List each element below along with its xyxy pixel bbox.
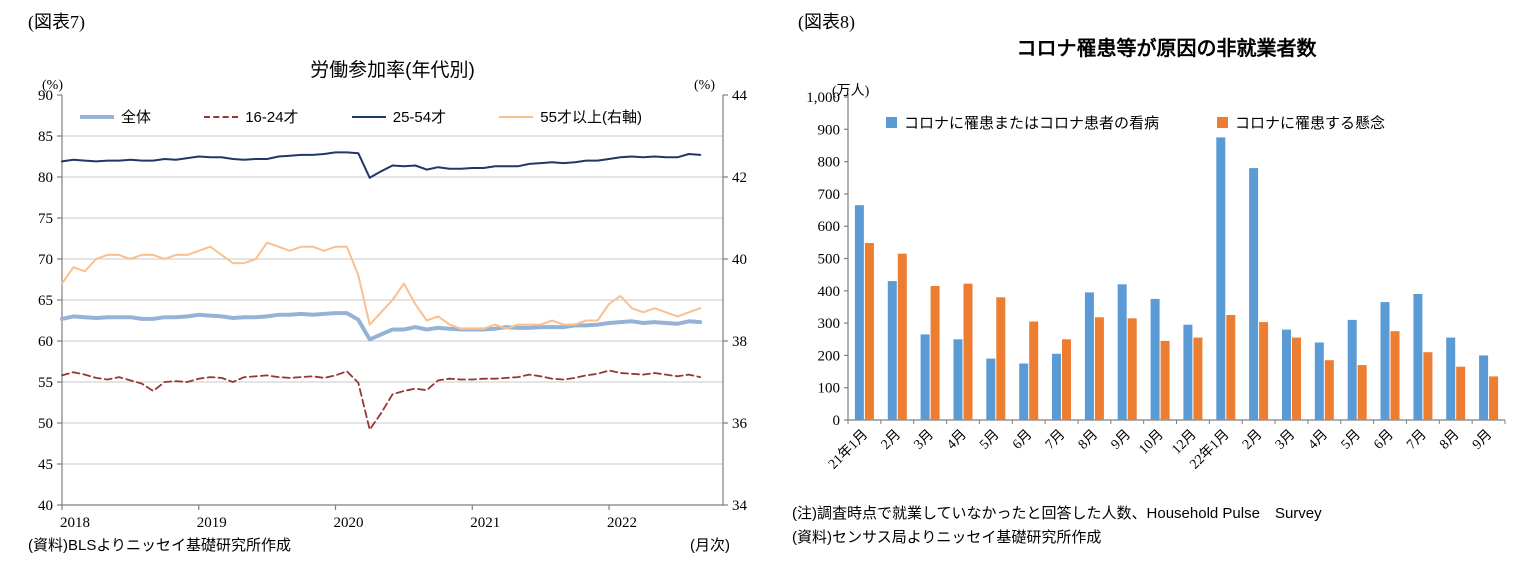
svg-text:9月: 9月 — [1469, 427, 1495, 453]
svg-text:2月: 2月 — [1239, 427, 1265, 453]
figure-7-right-axis-unit: (%) — [694, 78, 715, 93]
svg-text:4月: 4月 — [944, 427, 970, 453]
svg-text:42: 42 — [732, 170, 747, 186]
svg-text:70: 70 — [38, 252, 53, 268]
figure-7-legend: 全体 16-24才 25-54才 55才以上(右軸) — [80, 106, 642, 127]
svg-text:40: 40 — [732, 252, 747, 268]
svg-text:44: 44 — [732, 88, 748, 104]
svg-text:2021: 2021 — [470, 515, 500, 531]
svg-text:80: 80 — [38, 170, 53, 186]
svg-text:2019: 2019 — [197, 515, 227, 531]
svg-text:1,000: 1,000 — [806, 90, 840, 106]
svg-text:50: 50 — [38, 416, 53, 432]
svg-text:3月: 3月 — [911, 427, 937, 453]
svg-text:8月: 8月 — [1075, 427, 1101, 453]
svg-text:8月: 8月 — [1436, 427, 1462, 453]
svg-text:90: 90 — [38, 88, 53, 104]
legend-item: 55才以上(右軸) — [499, 106, 642, 127]
legend-item: 全体 — [80, 106, 151, 127]
legend-line-sample-icon — [204, 115, 239, 118]
svg-text:75: 75 — [38, 211, 53, 227]
svg-text:300: 300 — [818, 316, 841, 332]
legend-item: 16-24才 — [204, 106, 299, 127]
covid-nonemployment-bar-chart: 0 100 200 300 400 500 600 700 800 900 1,000 21年1月 2月… — [806, 90, 1506, 473]
svg-text:5月: 5月 — [976, 427, 1002, 453]
legend-label: コロナに罹患またはコロナ患者の看病 — [904, 115, 1160, 132]
legend-line-sample-icon — [351, 115, 386, 118]
figure-8-axis-unit: (万人) — [832, 84, 870, 99]
figure-7-labor-participation: 40 45 50 55 60 65 70 75 80 85 90 34 36 38 40 42 44 2018 20… — [28, 12, 748, 554]
svg-text:45: 45 — [38, 457, 53, 473]
svg-text:500: 500 — [818, 252, 841, 268]
svg-text:5月: 5月 — [1338, 427, 1364, 453]
svg-text:200: 200 — [818, 348, 841, 364]
figure-8-chart-title: コロナ罹患等が原因の非就業者数 — [1016, 38, 1317, 60]
svg-text:38: 38 — [732, 334, 747, 350]
svg-text:21年1月: 21年1月 — [825, 427, 871, 473]
legend-label: 55才以上(右軸) — [540, 109, 642, 126]
figure-8-legend: コロナに罹患またはコロナ患者の看病 コロナに罹患する懸念 — [886, 112, 1385, 133]
svg-text:400: 400 — [818, 284, 841, 300]
svg-text:3月: 3月 — [1272, 427, 1298, 453]
figure-7-label: (図表7) — [28, 12, 85, 32]
figure-7-x-axis-note: (月次) — [690, 537, 730, 554]
svg-text:36: 36 — [732, 416, 748, 432]
svg-text:34: 34 — [732, 498, 748, 514]
legend-label: 全体 — [121, 109, 152, 126]
legend-label: 25-54才 — [392, 109, 447, 126]
legend-square-sample-icon — [886, 117, 897, 128]
svg-text:2020: 2020 — [334, 515, 364, 531]
svg-text:40: 40 — [38, 498, 53, 514]
figure-8-note: (注)調査時点で就業していなかったと回答した人数、Household Pulse… — [792, 505, 1322, 522]
figure-8-label: (図表8) — [798, 12, 855, 32]
svg-text:65: 65 — [38, 293, 53, 309]
svg-text:6月: 6月 — [1009, 427, 1035, 453]
legend-item: コロナに罹患またはコロナ患者の看病 — [886, 112, 1159, 133]
svg-text:0: 0 — [833, 413, 841, 429]
svg-text:6月: 6月 — [1371, 427, 1397, 453]
svg-text:85: 85 — [38, 129, 53, 145]
svg-text:2018: 2018 — [60, 515, 90, 531]
svg-text:7月: 7月 — [1042, 427, 1068, 453]
labor-participation-line-chart: 40 45 50 55 60 65 70 75 80 85 90 34 36 38 40 42 44 2018 20… — [38, 88, 748, 531]
figure-8-covid-nonemployment: 0 100 200 300 400 500 600 700 800 900 1,000 21年1月 2月… — [770, 0, 1518, 584]
svg-text:55: 55 — [38, 375, 53, 391]
figure-7-left-axis-unit: (%) — [42, 78, 63, 93]
svg-text:60: 60 — [38, 334, 53, 350]
svg-text:700: 700 — [818, 187, 841, 203]
figure-7-chart-title: 労働参加率(年代別) — [310, 60, 475, 81]
svg-text:4月: 4月 — [1305, 427, 1331, 453]
legend-square-sample-icon — [1217, 117, 1229, 128]
legend-item: 25-54才 — [351, 106, 447, 127]
svg-text:9月: 9月 — [1108, 427, 1134, 453]
legend-line-sample-icon — [499, 115, 534, 118]
legend-label: コロナに罹患する懸念 — [1235, 115, 1386, 132]
legend-item: コロナに罹患する懸念 — [1217, 112, 1385, 133]
figure-7-source-note: (資料)BLSよりニッセイ基礎研究所作成 — [28, 537, 292, 554]
svg-text:800: 800 — [818, 155, 841, 171]
svg-text:600: 600 — [818, 219, 841, 235]
svg-text:2022: 2022 — [607, 515, 637, 531]
svg-text:900: 900 — [818, 122, 841, 138]
legend-label: 16-24才 — [245, 109, 299, 126]
svg-text:2月: 2月 — [878, 427, 904, 453]
svg-text:100: 100 — [818, 381, 841, 397]
svg-text:7月: 7月 — [1404, 427, 1430, 453]
legend-line-sample-icon — [80, 114, 114, 119]
svg-text:10月: 10月 — [1136, 427, 1167, 458]
figure-8-source-note: (資料)センサス局よりニッセイ基礎研究所作成 — [792, 529, 1102, 546]
